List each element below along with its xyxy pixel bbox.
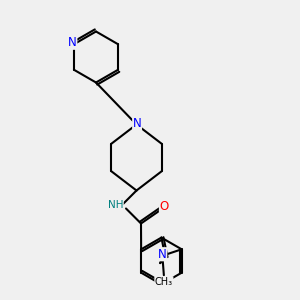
Text: N: N: [68, 36, 77, 49]
Text: CH₃: CH₃: [155, 277, 173, 287]
Text: N: N: [133, 117, 142, 130]
Text: NH: NH: [108, 200, 123, 211]
Text: O: O: [160, 200, 169, 213]
Text: N: N: [158, 248, 167, 261]
